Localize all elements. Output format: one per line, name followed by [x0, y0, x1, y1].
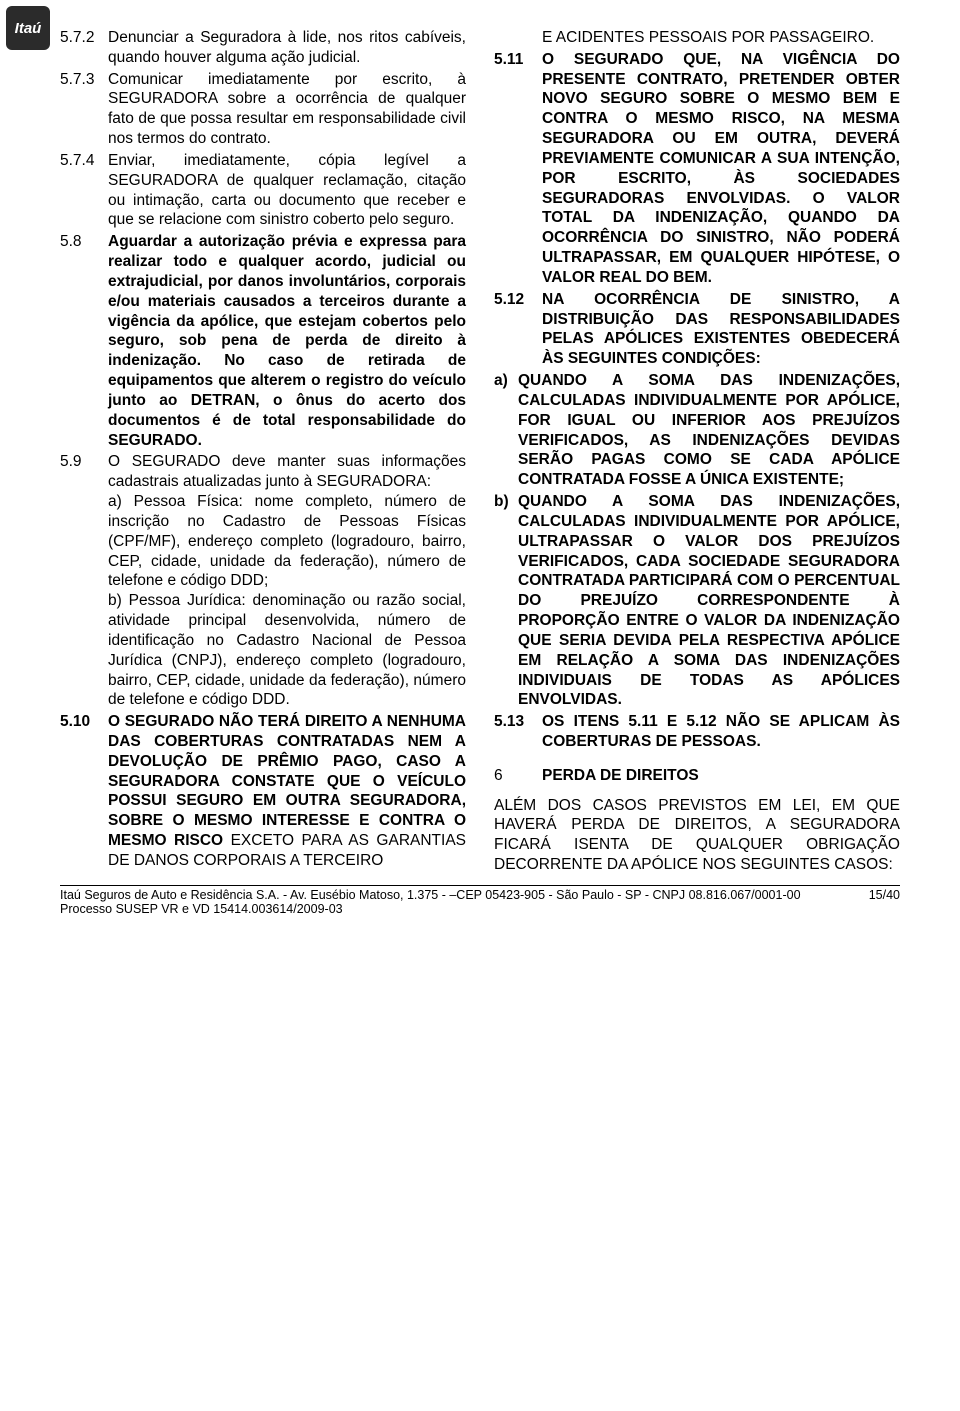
- section-title: PERDA DE DIREITOS: [542, 766, 699, 786]
- clause-5-8: 5.8 Aguardar a autorização prévia e expr…: [60, 232, 466, 450]
- clause-5-13: 5.13 OS ITENS 5.11 E 5.12 NÃO SE APLICAM…: [494, 712, 900, 752]
- clause-5-11: 5.11 O SEGURADO QUE, NA VIGÊNCIA DO PRES…: [494, 50, 900, 288]
- clause-5-9-a: a) Pessoa Física: nome completo, número …: [108, 493, 466, 589]
- footer-company-line: Itaú Seguros de Auto e Residência S.A. -…: [60, 888, 801, 902]
- footer-left: Itaú Seguros de Auto e Residência S.A. -…: [60, 888, 801, 916]
- section-6-heading: 6 PERDA DE DIREITOS: [494, 766, 900, 786]
- clause-text: Enviar, imediatamente, cópia legível a S…: [108, 151, 466, 230]
- sub-letter: b): [494, 492, 518, 710]
- right-column: E ACIDENTES PESSOAIS POR PASSAGEIRO. 5.1…: [494, 28, 900, 875]
- section-number: 6: [494, 766, 542, 786]
- clause-5-9: 5.9 O SEGURADO deve manter suas informaç…: [60, 452, 466, 710]
- clause-text: O SEGURADO deve manter suas informações …: [108, 452, 466, 710]
- clause-5-10-bold: O SEGURADO NÃO TERÁ DIREITO A NENHUMA DA…: [108, 713, 466, 849]
- footer-process-line: Processo SUSEP VR e VD 15414.003614/2009…: [60, 902, 801, 916]
- clause-intro: O SEGURADO deve manter suas informações …: [108, 453, 466, 490]
- clause-number: 5.12: [494, 290, 542, 369]
- clause-text: O SEGURADO NÃO TERÁ DIREITO A NENHUMA DA…: [108, 712, 466, 871]
- clause-5-10: 5.10 O SEGURADO NÃO TERÁ DIREITO A NENHU…: [60, 712, 466, 871]
- clause-number: 5.7.2: [60, 28, 108, 68]
- two-column-layout: 5.7.2 Denunciar a Seguradora à lide, nos…: [60, 28, 900, 875]
- clause-number: 5.7.4: [60, 151, 108, 230]
- clause-text: Aguardar a autorização prévia e expressa…: [108, 232, 466, 450]
- clause-text: Denunciar a Seguradora à lide, nos ritos…: [108, 28, 466, 68]
- page-content: 5.7.2 Denunciar a Seguradora à lide, nos…: [0, 0, 960, 936]
- clause-text: E ACIDENTES PESSOAIS POR PASSAGEIRO.: [542, 28, 900, 48]
- clause-number: 5.7.3: [60, 70, 108, 149]
- section-6-paragraph: ALÉM DOS CASOS PREVISTOS EM LEI, EM QUE …: [494, 796, 900, 875]
- clause-5-12-a: a) QUANDO A SOMA DAS INDENIZAÇÕES, CALCU…: [494, 371, 900, 490]
- clause-text: Comunicar imediatamente por escrito, à S…: [108, 70, 466, 149]
- clause-5-12: 5.12 NA OCORRÊNCIA DE SINISTRO, A DISTRI…: [494, 290, 900, 369]
- clause-5-7-2: 5.7.2 Denunciar a Seguradora à lide, nos…: [60, 28, 466, 68]
- logo: Itaú: [6, 6, 50, 50]
- clause-5-10-continued: E ACIDENTES PESSOAIS POR PASSAGEIRO.: [494, 28, 900, 48]
- clause-text: QUANDO A SOMA DAS INDENIZAÇÕES, CALCULAD…: [518, 492, 900, 710]
- clause-text: NA OCORRÊNCIA DE SINISTRO, A DISTRIBUIÇÃ…: [542, 290, 900, 369]
- spacer: [494, 28, 542, 48]
- left-column: 5.7.2 Denunciar a Seguradora à lide, nos…: [60, 28, 466, 875]
- sub-letter: a): [494, 371, 518, 490]
- logo-text: Itaú: [15, 20, 42, 37]
- clause-number: 5.10: [60, 712, 108, 871]
- clause-text: QUANDO A SOMA DAS INDENIZAÇÕES, CALCULAD…: [518, 371, 900, 490]
- clause-text: O SEGURADO QUE, NA VIGÊNCIA DO PRESENTE …: [542, 50, 900, 288]
- clause-5-7-3: 5.7.3 Comunicar imediatamente por escrit…: [60, 70, 466, 149]
- clause-5-12-b: b) QUANDO A SOMA DAS INDENIZAÇÕES, CALCU…: [494, 492, 900, 710]
- clause-number: 5.9: [60, 452, 108, 710]
- footer-page-number: 15/40: [869, 888, 900, 916]
- clause-number: 5.8: [60, 232, 108, 450]
- page-footer: Itaú Seguros de Auto e Residência S.A. -…: [60, 885, 900, 916]
- clause-5-7-4: 5.7.4 Enviar, imediatamente, cópia legív…: [60, 151, 466, 230]
- clause-number: 5.11: [494, 50, 542, 288]
- clause-text: OS ITENS 5.11 E 5.12 NÃO SE APLICAM ÀS C…: [542, 712, 900, 752]
- clause-number: 5.13: [494, 712, 542, 752]
- clause-5-9-b: b) Pessoa Jurídica: denominação ou razão…: [108, 592, 466, 708]
